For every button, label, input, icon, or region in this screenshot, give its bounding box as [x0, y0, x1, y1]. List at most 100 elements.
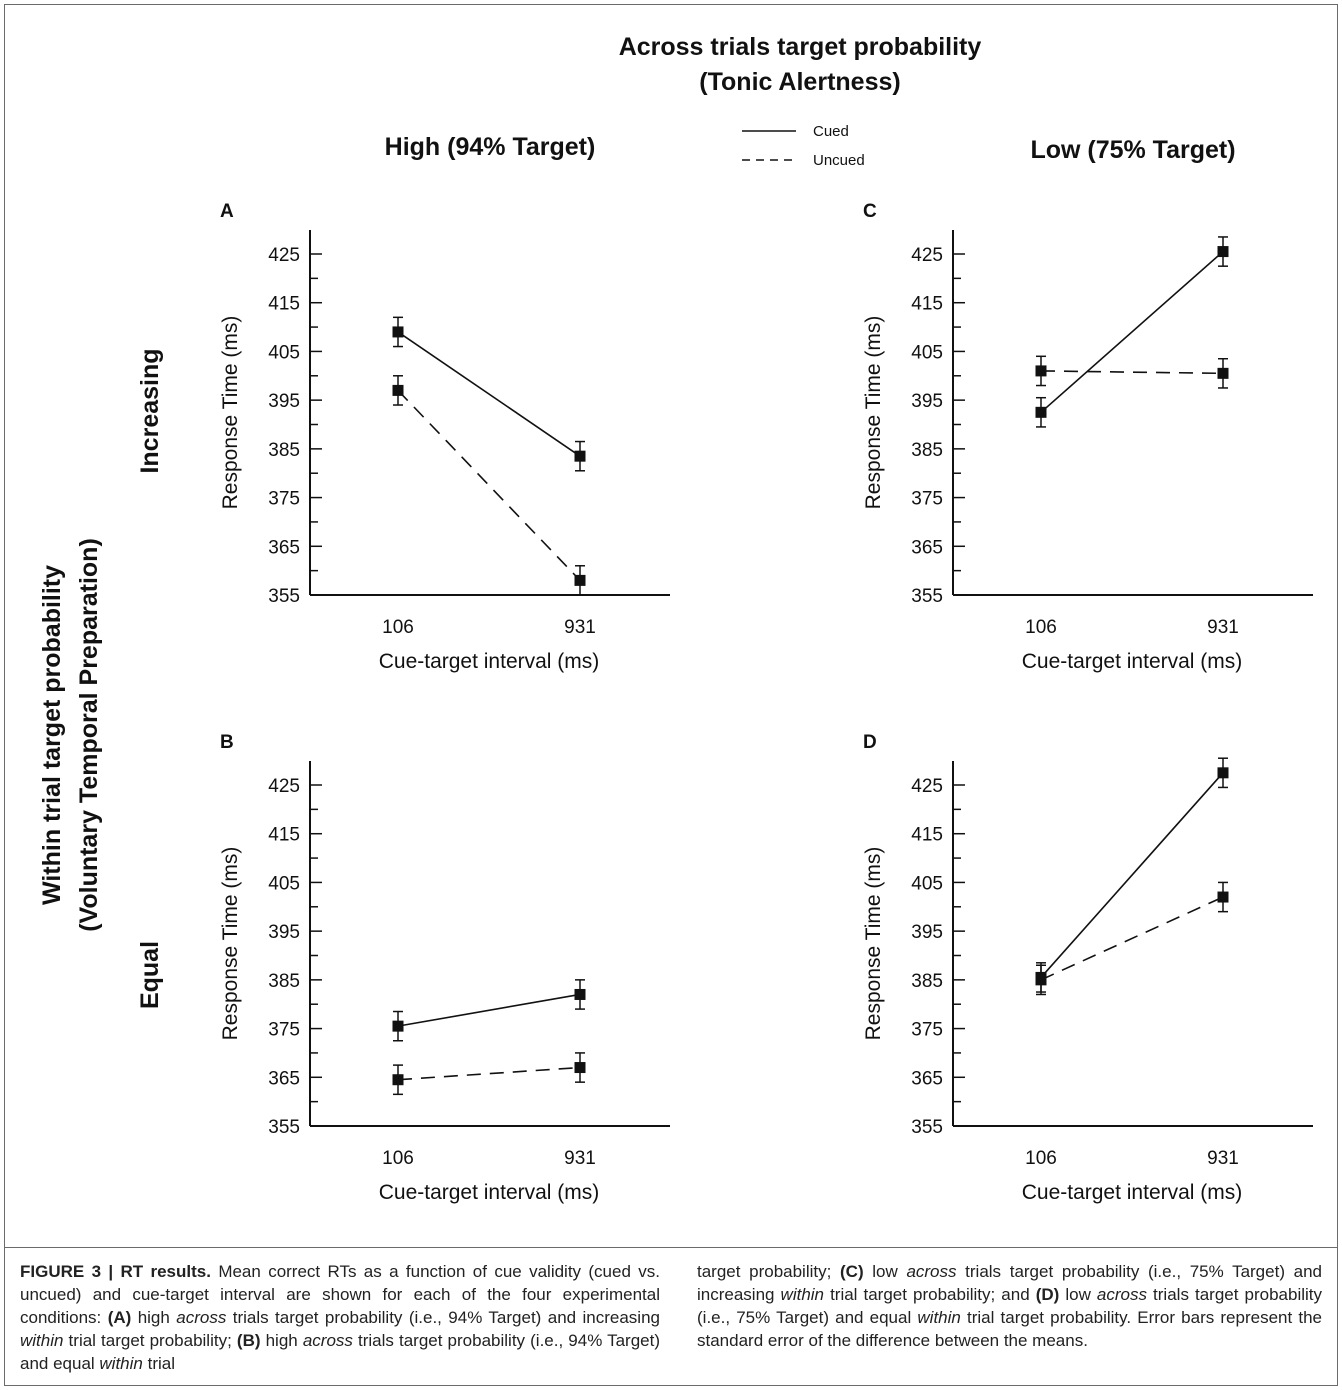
x-tick-label: 106 [382, 1148, 414, 1169]
x-tick-label: 931 [1207, 1148, 1239, 1169]
data-point-uncued [1035, 365, 1047, 377]
panel-a: A 355 365 375 385 395 405 415 425 Response Time (… [219, 201, 670, 673]
series-line-cued [397, 993, 581, 1027]
y-tick-label: 395 [911, 391, 943, 412]
series-line-cued [1040, 772, 1224, 978]
series-line-cued [397, 331, 581, 457]
series-line-uncued [1040, 370, 1224, 375]
caption-left-run-5: trials target probability (i.e., 94% Tar… [226, 1308, 660, 1327]
legend: Cued Uncued [742, 123, 865, 169]
x-tick-label: 931 [1207, 617, 1239, 638]
caption-right-run-9: across [1096, 1285, 1147, 1304]
x-tick-label: 106 [1025, 617, 1057, 638]
data-point-uncued [1217, 891, 1229, 903]
y-tick-label: 425 [911, 245, 943, 266]
data-point-cued [392, 1020, 404, 1032]
data-point-uncued [574, 1062, 586, 1074]
x-axis-label: Cue-target interval (ms) [379, 1181, 600, 1204]
panel-c: C 355 365 375 385 395 405 415 425 Response Time (… [862, 201, 1313, 673]
y-tick-label: 385 [911, 971, 943, 992]
caption-left-run-11: trials target probability (i.e., 94% Tar… [20, 1331, 660, 1373]
caption-left: FIGURE 3 | RT results. Mean correct RTs … [20, 1260, 660, 1375]
data-point-uncued [392, 384, 404, 396]
x-tick-label: 106 [1025, 1148, 1057, 1169]
caption-left-run-12: within [99, 1354, 143, 1373]
caption-left-run-7: trial target probability; [63, 1331, 237, 1350]
caption-left-run-10: across [302, 1331, 353, 1350]
caption-right: target probability; (C) low across trial… [697, 1260, 1322, 1352]
caption-left-run-0: FIGURE 3 | RT results. [20, 1262, 211, 1281]
caption-left-run-8: (B) [236, 1331, 261, 1350]
y-tick-label: 405 [268, 873, 300, 894]
caption-right-run-7: (D) [1035, 1285, 1060, 1304]
data-point-uncued [1217, 367, 1229, 379]
caption-left-run-4: across [176, 1308, 227, 1327]
y-tick-label: 395 [911, 922, 943, 943]
data-point-cued [1217, 767, 1229, 779]
series-line-uncued [397, 389, 581, 581]
caption-right-run-5: within [780, 1285, 825, 1304]
caption-left-run-1: Mean correct RTs as a function of cue va… [20, 1262, 660, 1327]
figure-canvas: Across trials target probability (Tonic … [38, 33, 1313, 1204]
y-axis-label: Response Time (ms) [219, 316, 242, 510]
y-tick-label: 415 [911, 294, 943, 315]
y-tick-label: 385 [268, 971, 300, 992]
panel-label: B [220, 732, 234, 753]
caption-divider [5, 1247, 1337, 1248]
y-tick-label: 425 [268, 776, 300, 797]
col-title-high: High (94% Target) [385, 133, 596, 161]
data-point-cued [574, 988, 586, 1000]
y-tick-label: 415 [268, 294, 300, 315]
y-tick-label: 405 [911, 873, 943, 894]
x-tick-label: 931 [564, 1148, 596, 1169]
legend-label-cued: Cued [813, 123, 849, 140]
series-line-uncued [1040, 896, 1224, 981]
y-tick-label: 365 [268, 1068, 300, 1089]
series-line-cued [1040, 250, 1224, 413]
caption-left-run-3: high [131, 1308, 177, 1327]
row-axis-title-line2: (Voluntary Temporal Preparation) [75, 538, 103, 932]
y-tick-label: 365 [911, 1068, 943, 1089]
caption-right-run-2: low [863, 1262, 907, 1281]
y-tick-label: 375 [268, 1020, 300, 1041]
row-axis-title-line1: Within trial target probability [38, 565, 66, 905]
x-axis-label: Cue-target interval (ms) [1022, 1181, 1243, 1204]
y-tick-label: 365 [911, 537, 943, 558]
x-axis-label: Cue-target interval (ms) [1022, 650, 1243, 673]
y-tick-label: 395 [268, 922, 300, 943]
row-title-equal: Equal [136, 941, 164, 1009]
caption-right-run-11: within [917, 1308, 961, 1327]
caption-left-run-6: within [20, 1331, 64, 1350]
col-title-low: Low (75% Target) [1030, 136, 1235, 164]
caption-left-run-2: (A) [107, 1308, 132, 1327]
y-tick-label: 405 [268, 342, 300, 363]
y-axis-label: Response Time (ms) [219, 847, 242, 1041]
y-tick-label: 415 [911, 825, 943, 846]
y-tick-label: 365 [268, 537, 300, 558]
caption-right-run-3: across [906, 1262, 957, 1281]
panel-label: D [863, 732, 877, 753]
caption-right-run-10: trials target probability (i.e., 75% Tar… [697, 1285, 1322, 1327]
caption-right-run-6: trial target probability; and [824, 1285, 1036, 1304]
panel-d: D 355 365 375 385 395 405 415 425 Response Time (… [862, 732, 1313, 1204]
y-tick-label: 375 [911, 489, 943, 510]
y-axis-label: Response Time (ms) [862, 316, 885, 510]
y-tick-label: 355 [911, 1117, 943, 1138]
data-point-cued [1217, 246, 1229, 258]
y-tick-label: 395 [268, 391, 300, 412]
y-tick-label: 355 [268, 586, 300, 607]
y-tick-label: 385 [268, 440, 300, 461]
caption-left-run-9: high [260, 1331, 303, 1350]
panel-label: A [220, 201, 234, 222]
figure-frame [4, 4, 1338, 1386]
caption-right-run-12: trial target probability. Error bars rep… [697, 1308, 1322, 1350]
series-line-uncued [397, 1066, 581, 1081]
y-tick-label: 405 [911, 342, 943, 363]
caption-right-run-8: low [1059, 1285, 1097, 1304]
data-point-cued [392, 326, 404, 338]
panel-b: B 355 365 375 385 395 405 415 425 Response Time (… [219, 732, 670, 1204]
legend-label-uncued: Uncued [813, 152, 865, 169]
y-tick-label: 385 [911, 440, 943, 461]
caption-right-run-0: target probability; [697, 1262, 840, 1281]
top-title-line1: Across trials target probability [619, 33, 982, 61]
